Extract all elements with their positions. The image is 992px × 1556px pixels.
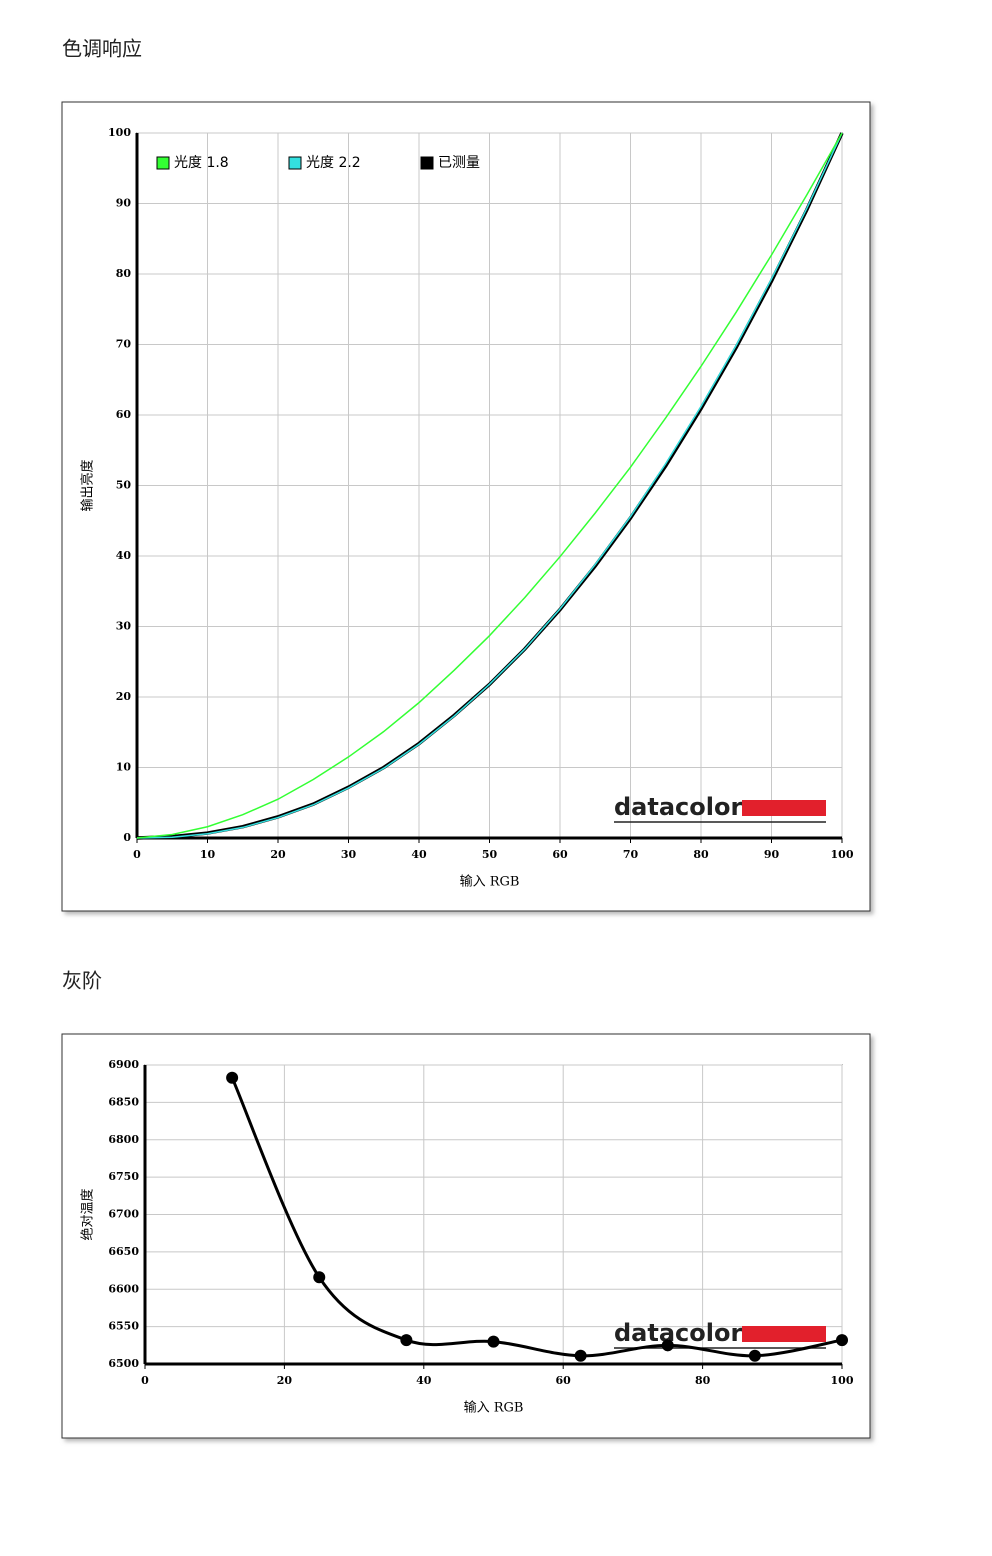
data-point (574, 1349, 587, 1362)
y-tick-label: 6650 (108, 1245, 139, 1258)
y-tick-label: 20 (116, 690, 132, 703)
y-tick-label: 10 (116, 761, 132, 774)
y-tick-label: 6900 (108, 1058, 139, 1071)
data-point (226, 1071, 239, 1084)
y-tick-label: 80 (116, 267, 132, 280)
watermark-bar (742, 1326, 826, 1342)
data-point (400, 1334, 413, 1347)
section-title: 色调响应 (62, 37, 142, 61)
data-point (836, 1334, 848, 1347)
legend-swatch (288, 156, 302, 170)
watermark: datacolor (614, 793, 742, 821)
x-tick-label: 90 (764, 848, 780, 861)
y-tick-label: 70 (116, 338, 132, 351)
x-axis-title: 输入 RGB (464, 1400, 524, 1416)
x-tick-label: 20 (277, 1374, 293, 1387)
y-tick-label: 6550 (108, 1320, 139, 1333)
x-tick-label: 40 (416, 1374, 432, 1387)
y-tick-label: 0 (123, 831, 131, 844)
y-tick-label: 6700 (108, 1208, 139, 1221)
x-tick-label: 40 (411, 848, 427, 861)
data-point (748, 1349, 761, 1362)
x-tick-label: 100 (831, 1374, 854, 1387)
x-tick-label: 50 (482, 848, 498, 861)
x-tick-label: 100 (831, 848, 854, 861)
x-tick-label: 60 (552, 848, 568, 861)
x-tick-label: 0 (141, 1374, 149, 1387)
x-axis-title: 输入 RGB (460, 874, 520, 890)
y-tick-label: 30 (116, 620, 132, 633)
series-line (136, 132, 843, 839)
series-line (230, 1077, 843, 1358)
section-title: 灰阶 (62, 969, 102, 993)
y-tick-label: 6850 (108, 1095, 139, 1108)
legend-swatch (420, 156, 434, 170)
x-tick-label: 10 (200, 848, 216, 861)
y-tick-label: 50 (116, 479, 132, 492)
watermark: datacolor (614, 1319, 742, 1347)
y-tick-label: 6800 (108, 1133, 139, 1146)
y-tick-label: 6600 (108, 1282, 139, 1295)
y-tick-label: 100 (108, 126, 131, 139)
x-tick-label: 60 (556, 1374, 572, 1387)
series-line (136, 132, 843, 839)
x-tick-label: 70 (623, 848, 639, 861)
x-tick-label: 80 (693, 848, 709, 861)
y-tick-label: 6500 (108, 1357, 139, 1370)
x-tick-label: 80 (695, 1374, 711, 1387)
x-tick-label: 0 (133, 848, 141, 861)
legend-label: 已测量 (438, 155, 480, 171)
y-tick-label: 40 (116, 549, 132, 562)
legend-label: 光度 2.2 (306, 155, 361, 171)
x-tick-label: 30 (341, 848, 357, 861)
legend-label: 光度 1.8 (174, 155, 229, 171)
y-axis-title: 绝对温度 (80, 1188, 96, 1240)
data-point (661, 1339, 674, 1352)
data-point (313, 1271, 326, 1284)
y-tick-label: 6750 (108, 1170, 139, 1183)
y-tick-label: 90 (116, 197, 132, 210)
y-tick-label: 60 (116, 408, 132, 421)
y-axis-title: 输出亮度 (80, 459, 96, 511)
data-point (487, 1335, 500, 1348)
legend-swatch (156, 156, 170, 170)
watermark-bar (742, 800, 826, 816)
x-tick-label: 20 (270, 848, 286, 861)
